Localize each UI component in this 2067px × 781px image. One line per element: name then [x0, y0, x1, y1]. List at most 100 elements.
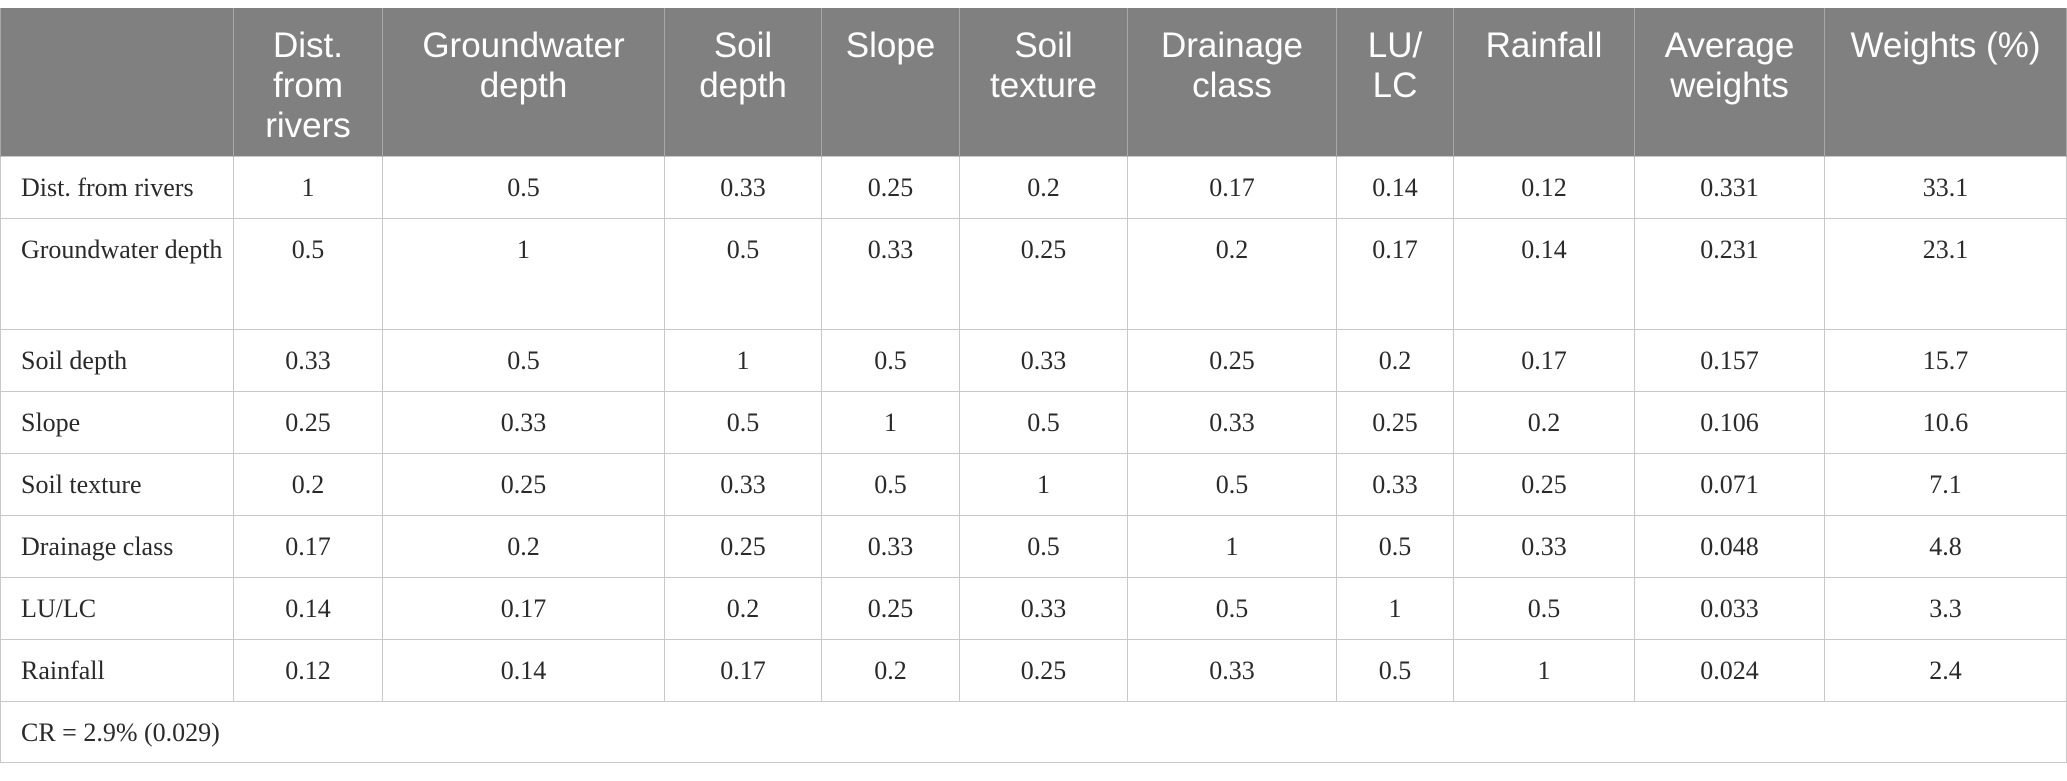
table-cell: 33.1	[1824, 156, 2067, 219]
table-cell: 0.25	[1127, 329, 1337, 392]
table-cell: 0.2	[664, 577, 822, 640]
table-cell: 0.12	[1453, 156, 1635, 219]
table-cell: 0.5	[664, 218, 822, 330]
table-row: Soil depth 0.33 0.5 1 0.5 0.33 0.25 0.2 …	[0, 329, 2067, 392]
footnote-row: CR = 2.9% (0.029)	[0, 701, 2067, 763]
table-cell: 0.25	[382, 453, 665, 516]
table-cell: 0.25	[821, 156, 960, 219]
row-label: Groundwater depth	[0, 218, 234, 330]
table-row: Rainfall 0.12 0.14 0.17 0.2 0.25 0.33 0.…	[0, 639, 2067, 702]
table-cell: 0.5	[821, 329, 960, 392]
table-cell: 7.1	[1824, 453, 2067, 516]
table-cell: 0.157	[1634, 329, 1825, 392]
table-cell: 0.5	[1336, 639, 1454, 702]
header-cell-lu-lc: LU/ LC	[1336, 8, 1454, 157]
table-cell: 0.5	[959, 391, 1128, 454]
table-cell: 0.17	[1453, 329, 1635, 392]
table-cell: 0.33	[233, 329, 383, 392]
table-cell: 0.14	[382, 639, 665, 702]
table-cell: 0.2	[233, 453, 383, 516]
table-cell: 0.048	[1634, 515, 1825, 578]
pairwise-comparison-table-container: Dist. from rivers Groundwater depth Soil…	[0, 8, 2067, 763]
row-label: Dist. from rivers	[0, 156, 234, 219]
table-cell: 0.17	[1127, 156, 1337, 219]
table-cell: 1	[1336, 577, 1454, 640]
table-cell: 0.033	[1634, 577, 1825, 640]
table-cell: 1	[1453, 639, 1635, 702]
table-cell: 0.33	[1453, 515, 1635, 578]
table-cell: 0.5	[233, 218, 383, 330]
table-row: Drainage class 0.17 0.2 0.25 0.33 0.5 1 …	[0, 515, 2067, 578]
table-cell: 0.17	[382, 577, 665, 640]
table-cell: 0.33	[664, 453, 822, 516]
table-row: Slope 0.25 0.33 0.5 1 0.5 0.33 0.25 0.2 …	[0, 391, 2067, 454]
header-cell-rainfall: Rainfall	[1453, 8, 1635, 157]
table-cell: 0.5	[821, 453, 960, 516]
table-cell: 0.5	[1453, 577, 1635, 640]
header-cell-soil-texture: Soil texture	[959, 8, 1128, 157]
header-cell-corner	[0, 8, 234, 157]
table-cell: 3.3	[1824, 577, 2067, 640]
header-cell-average-weights: Average weights	[1634, 8, 1825, 157]
consistency-ratio-footnote: CR = 2.9% (0.029)	[0, 701, 2067, 763]
table-cell: 0.14	[1453, 218, 1635, 330]
header-cell-dist-from-rivers: Dist. from rivers	[233, 8, 383, 157]
table-cell: 1	[664, 329, 822, 392]
table-cell: 0.5	[382, 156, 665, 219]
table-cell: 0.2	[1453, 391, 1635, 454]
table-cell: 0.2	[1127, 218, 1337, 330]
table-cell: 0.33	[1127, 391, 1337, 454]
table-cell: 0.5	[959, 515, 1128, 578]
table-cell: 0.25	[821, 577, 960, 640]
table-cell: 1	[382, 218, 665, 330]
table-cell: 0.25	[233, 391, 383, 454]
table-cell: 0.5	[1127, 453, 1337, 516]
table-cell: 0.2	[821, 639, 960, 702]
table-cell: 4.8	[1824, 515, 2067, 578]
row-label: Drainage class	[0, 515, 234, 578]
header-cell-soil-depth: Soil depth	[664, 8, 822, 157]
table-cell: 1	[233, 156, 383, 219]
table-cell: 0.25	[664, 515, 822, 578]
table-cell: 0.5	[664, 391, 822, 454]
row-label: Slope	[0, 391, 234, 454]
table-cell: 0.331	[1634, 156, 1825, 219]
table-cell: 0.17	[664, 639, 822, 702]
table-cell: 0.14	[1336, 156, 1454, 219]
table-cell: 0.33	[959, 329, 1128, 392]
header-cell-slope: Slope	[821, 8, 960, 157]
table-cell: 0.33	[382, 391, 665, 454]
table-cell: 1	[959, 453, 1128, 516]
table-cell: 0.25	[959, 639, 1128, 702]
table-cell: 0.024	[1634, 639, 1825, 702]
table-cell: 0.25	[1336, 391, 1454, 454]
table-row: Groundwater depth 0.5 1 0.5 0.33 0.25 0.…	[0, 218, 2067, 330]
table-cell: 0.33	[1127, 639, 1337, 702]
table-cell: 10.6	[1824, 391, 2067, 454]
table-cell: 1	[1127, 515, 1337, 578]
row-label: Soil texture	[0, 453, 234, 516]
table-cell: 0.2	[382, 515, 665, 578]
row-label: LU/LC	[0, 577, 234, 640]
table-cell: 0.231	[1634, 218, 1825, 330]
table-cell: 2.4	[1824, 639, 2067, 702]
header-row: Dist. from rivers Groundwater depth Soil…	[0, 8, 2067, 157]
header-cell-weights-percent: Weights (%)	[1824, 8, 2067, 157]
table-cell: 0.25	[1453, 453, 1635, 516]
table-row: Dist. from rivers 1 0.5 0.33 0.25 0.2 0.…	[0, 156, 2067, 219]
table-cell: 0.17	[1336, 218, 1454, 330]
table-cell: 0.33	[959, 577, 1128, 640]
table-cell: 0.5	[382, 329, 665, 392]
table-row: LU/LC 0.14 0.17 0.2 0.25 0.33 0.5 1 0.5 …	[0, 577, 2067, 640]
table-cell: 0.106	[1634, 391, 1825, 454]
row-label: Rainfall	[0, 639, 234, 702]
table-cell: 0.5	[1127, 577, 1337, 640]
header-cell-groundwater-depth: Groundwater depth	[382, 8, 665, 157]
table-cell: 1	[821, 391, 960, 454]
table-cell: 0.12	[233, 639, 383, 702]
table-cell: 0.5	[1336, 515, 1454, 578]
table-cell: 0.33	[821, 515, 960, 578]
table-cell: 0.25	[959, 218, 1128, 330]
table-cell: 0.17	[233, 515, 383, 578]
table-cell: 0.33	[1336, 453, 1454, 516]
